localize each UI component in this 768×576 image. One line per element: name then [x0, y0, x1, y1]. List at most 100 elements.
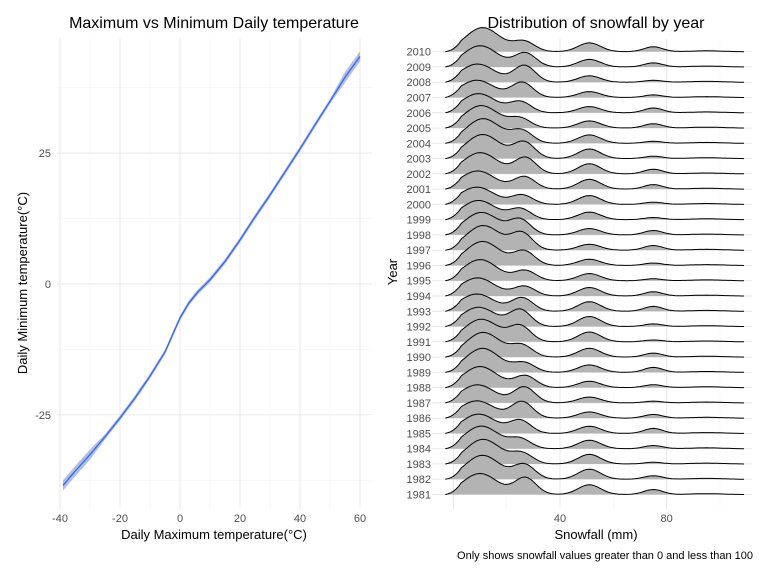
- left-line-path: [62, 55, 361, 486]
- right-y-tick-label: 1986: [407, 413, 431, 425]
- ridge-fill: [445, 439, 744, 464]
- ridgeline-densities: [445, 27, 745, 495]
- ridge-outline: [445, 454, 744, 480]
- ridge-outline: [445, 318, 744, 343]
- left-x-tick-label: 60: [354, 513, 366, 525]
- ridge-fill: [445, 64, 744, 83]
- ridge-outline: [445, 152, 744, 175]
- left-x-axis-title: Daily Maximum temperature(°C): [121, 527, 307, 542]
- right-y-tick-label: 1997: [407, 245, 431, 257]
- right-y-tick-label: 1994: [407, 291, 431, 303]
- right-y-tick-label: 1995: [407, 276, 431, 288]
- ridge-outline: [445, 212, 744, 236]
- right-y-tick-label: 2006: [407, 108, 431, 120]
- ridge-fill: [445, 332, 744, 358]
- ridge-outline: [445, 365, 744, 389]
- ridge-fill: [445, 348, 744, 373]
- left-y-tick-label: 0: [45, 279, 51, 291]
- ridge-outline: [445, 438, 745, 465]
- ridge-fill: [445, 414, 744, 434]
- ridge-fill: [445, 307, 744, 327]
- right-y-tick-label: 2009: [407, 62, 431, 74]
- ridge-outline: [445, 400, 744, 419]
- ridge-fill: [445, 27, 744, 52]
- right-y-tick-label: 2001: [407, 184, 431, 196]
- left-tick-labels: -40 -20 0 20 40 60 -25 0 25: [35, 148, 366, 525]
- ridge-fill: [445, 426, 744, 449]
- right-tick-labels: 40 80 1981 1982 1983 1984 1985 1986 1987 1988 1989…: [407, 47, 673, 525]
- left-panel-grid: [57, 38, 372, 509]
- ridge-fill: [445, 105, 744, 129]
- ridge-fill: [445, 118, 744, 144]
- right-y-axis-title: Year: [385, 258, 400, 285]
- right-x-tick-label: 40: [554, 513, 566, 525]
- left-x-tick-label: 40: [294, 513, 306, 525]
- ridge-fill: [445, 45, 744, 67]
- right-y-tick-label: 1983: [407, 459, 431, 471]
- right-y-tick-label: 2005: [407, 123, 431, 135]
- ridge-outline: [445, 224, 744, 251]
- ridge-outline: [445, 240, 745, 266]
- left-y-tick-label: 25: [39, 148, 51, 160]
- right-y-tick-label: 1993: [407, 306, 431, 318]
- left-confidence-band: [63, 51, 360, 491]
- right-y-tick-label: 1981: [407, 490, 431, 502]
- ridge-outline: [445, 306, 744, 327]
- ridge-fill: [445, 384, 744, 403]
- ridge-fill: [445, 152, 744, 174]
- ridge-fill: [445, 294, 744, 312]
- ridge-fill: [445, 455, 744, 480]
- ridge-outline: [445, 63, 744, 83]
- left-y-axis-title: Daily Minimum temperature(°C): [15, 192, 30, 374]
- ridge-outline: [445, 472, 744, 495]
- ridge-outline: [445, 79, 744, 98]
- right-y-tick-label: 1987: [407, 398, 431, 410]
- ridge-outline: [445, 293, 745, 312]
- right-y-tick-label: 1992: [407, 322, 431, 334]
- ridge-outline: [445, 93, 745, 114]
- ridge-fill: [445, 366, 744, 388]
- right-y-tick-label: 2008: [407, 77, 431, 89]
- ridge-outline: [445, 277, 744, 297]
- left-x-tick-label: 20: [234, 513, 246, 525]
- right-y-tick-label: 2000: [407, 199, 431, 211]
- ridge-fill: [445, 80, 744, 98]
- ridge-fill: [445, 134, 744, 159]
- ridge-fill: [445, 225, 744, 251]
- right-y-tick-label: 2004: [407, 138, 431, 150]
- ridge-fill: [445, 241, 744, 266]
- ridge-outline: [445, 133, 745, 160]
- right-x-tick-label: 80: [661, 513, 673, 525]
- right-y-tick-label: 1984: [407, 444, 431, 456]
- ridge-fill: [445, 277, 744, 296]
- left-x-tick-label: -20: [112, 513, 128, 525]
- ridge-outline: [445, 105, 744, 129]
- left-x-tick-label: 0: [177, 513, 183, 525]
- ridge-outline: [445, 413, 744, 434]
- ridge-outline: [445, 186, 745, 205]
- right-y-tick-label: 2010: [407, 47, 431, 59]
- left-band-area: [63, 51, 360, 491]
- right-y-tick-label: 2003: [407, 154, 431, 166]
- left-x-tick-label: -40: [52, 513, 68, 525]
- right-y-tick-label: 2007: [407, 92, 431, 104]
- ridge-fill: [445, 200, 744, 220]
- left-y-tick-label: -25: [35, 410, 51, 422]
- left-trend-line: [62, 55, 361, 486]
- right-x-axis-title: Snowfall (mm): [554, 527, 637, 542]
- right-y-tick-label: 1988: [407, 383, 431, 395]
- right-chart-caption: Only shows snowfall values greater than …: [457, 550, 753, 562]
- ridge-fill: [445, 93, 744, 113]
- ridge-outline: [445, 384, 744, 404]
- ridge-outline: [445, 259, 744, 282]
- ridge-outline: [445, 170, 744, 190]
- right-y-tick-label: 1991: [407, 337, 431, 349]
- right-y-tick-label: 1998: [407, 230, 431, 242]
- right-y-tick-label: 1990: [407, 352, 431, 364]
- ridge-outline: [445, 331, 745, 358]
- right-y-tick-label: 2002: [407, 169, 431, 181]
- right-y-tick-label: 1996: [407, 260, 431, 272]
- ridge-outline: [445, 425, 744, 450]
